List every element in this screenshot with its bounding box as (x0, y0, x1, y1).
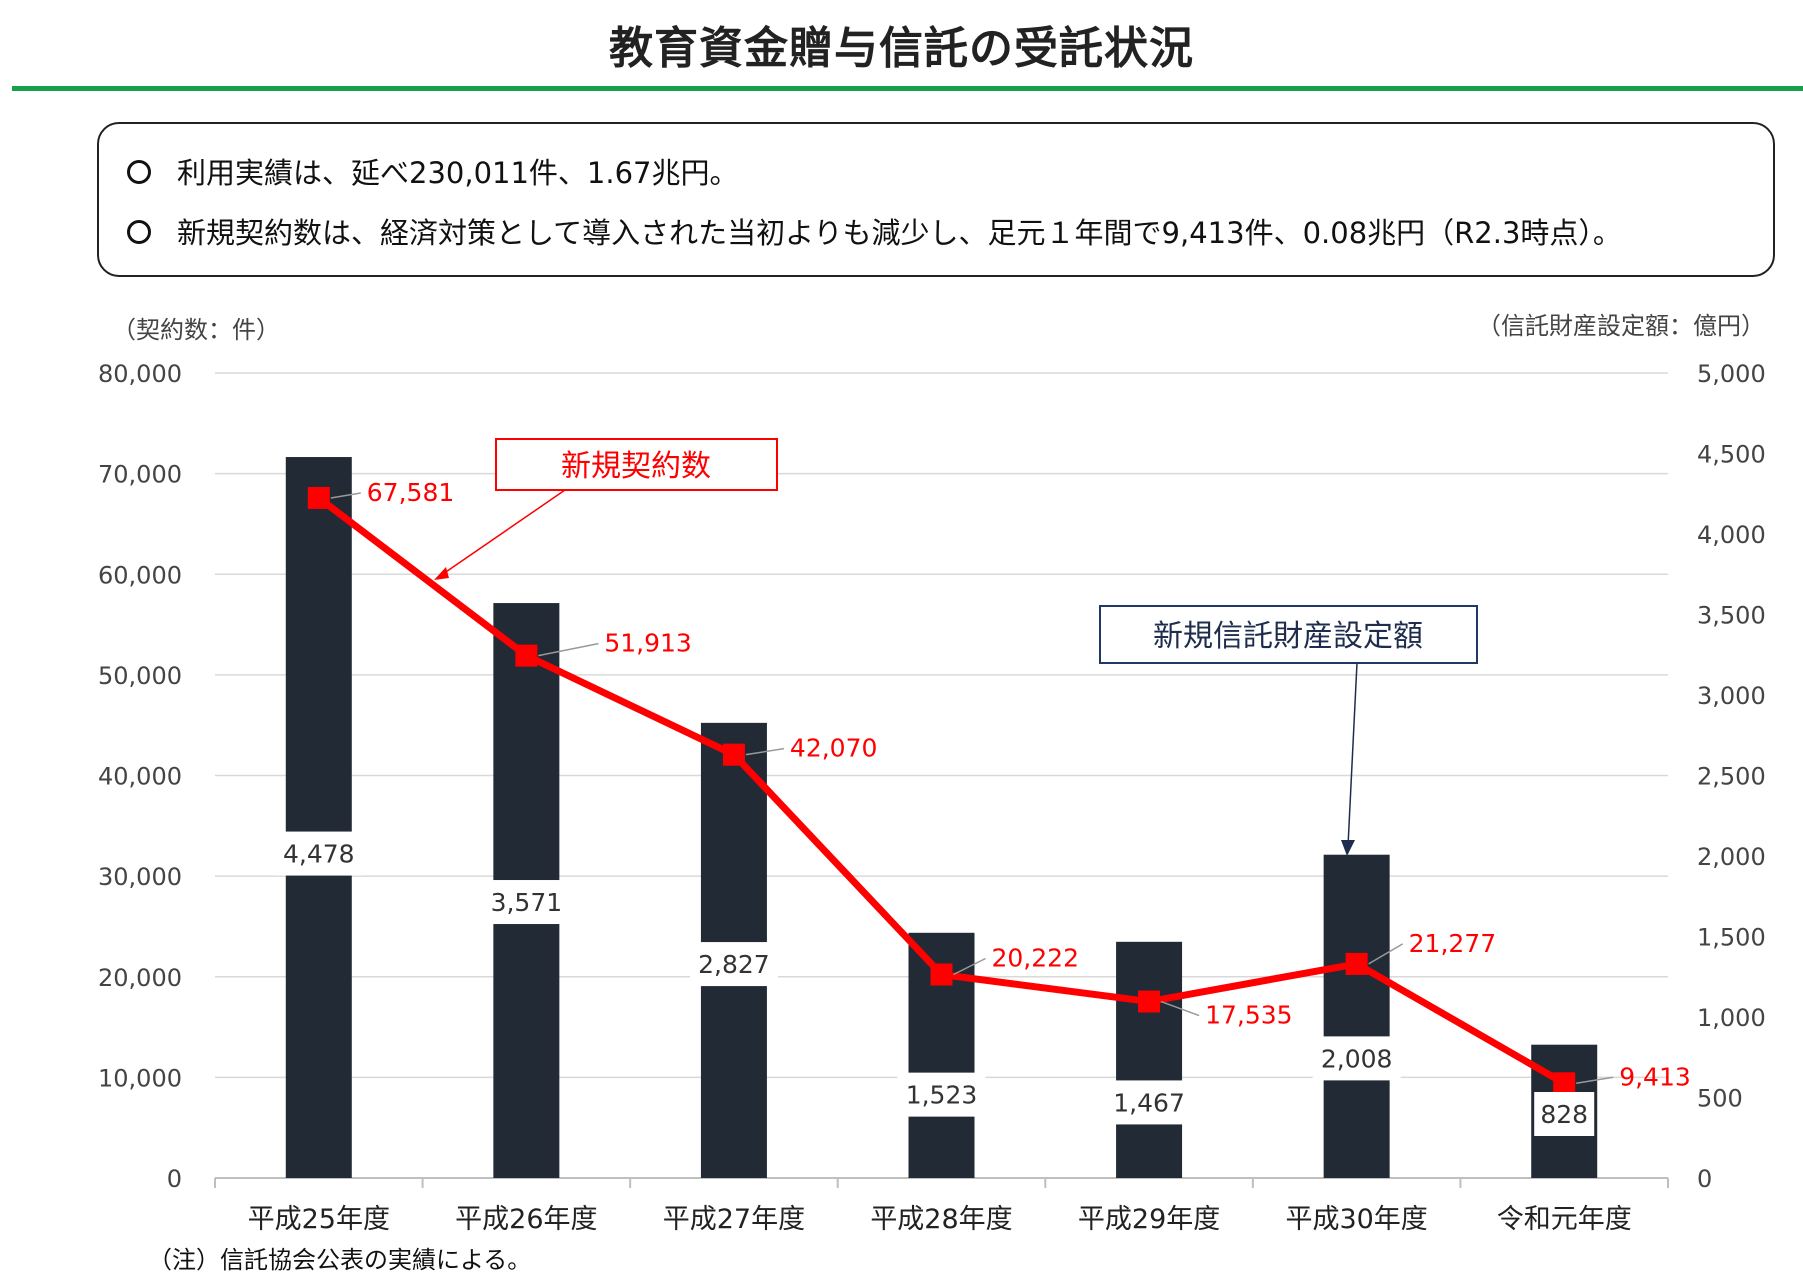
category-label: 平成29年度 (1078, 1204, 1220, 1235)
category-label: 平成27年度 (663, 1204, 805, 1235)
bar-value-label: 2,008 (1321, 1044, 1393, 1073)
bar-label-box (1105, 1080, 1194, 1125)
bar-value-label: 1,523 (906, 1081, 978, 1110)
line-callout-label: 新規契約数 (561, 449, 711, 484)
footnote: （注）信託協会公表の実績による。 (148, 1246, 532, 1274)
right-axis-tick-label: 5,000 (1697, 360, 1766, 388)
line-label-leader (745, 747, 785, 756)
bar (1116, 941, 1183, 1178)
bar-value-label: 2,827 (698, 950, 770, 979)
line-point (722, 743, 745, 766)
bar-label-box (482, 880, 571, 925)
summary-bullet-text: 新規契約数は、経済対策として導入された当初よりも減少し、足元１年間で9,413件… (177, 216, 1622, 250)
data-labels: 4,478 3,571 2,827 1,523 1,467 2,008 828 67,581 5… (274, 478, 1691, 1137)
line-point (515, 644, 538, 667)
line-value-label: 42,070 (790, 734, 877, 763)
arrow-head-icon (434, 567, 449, 580)
left-axis-tick-label: 80,000 (98, 360, 182, 388)
bar-callout-box (1099, 605, 1478, 664)
arrow-head-icon (1341, 840, 1355, 856)
line-point (1138, 990, 1161, 1013)
left-axis-tick-label: 50,000 (98, 662, 182, 690)
bar-value-label: 4,478 (283, 840, 355, 869)
right-axis-tick-label: 3,000 (1697, 682, 1766, 710)
line-label-leader (538, 642, 599, 657)
bar-label-box (1312, 1036, 1401, 1081)
bar (1323, 854, 1390, 1178)
page-title: 教育資金贈与信託の受託状況 (609, 23, 1194, 74)
line-point (930, 963, 953, 986)
bar-callout-label: 新規信託財産設定額 (1153, 619, 1423, 654)
left-axis-tick-label: 40,000 (98, 763, 182, 791)
bar-label-box (897, 1072, 986, 1117)
line-series (307, 486, 1576, 1095)
right-axis-tick-label: 3,500 (1697, 602, 1766, 630)
summary-bullet-text: 利用実績は、延べ230,011件、1.67兆円。 (177, 156, 739, 190)
category-label: 令和元年度 (1497, 1204, 1632, 1235)
bar-value-label: 3,571 (491, 888, 563, 917)
bar-value-label: 828 (1540, 1100, 1588, 1129)
left-axis-tick-label: 0 (167, 1165, 182, 1193)
bar-label-box (274, 831, 363, 876)
line-value-label: 51,913 (604, 629, 691, 658)
summary-bullet-2: 新規契約数は、経済対策として導入された当初よりも減少し、足元１年間で9,413件… (127, 210, 1622, 252)
right-axis-tick-label: 1,000 (1697, 1004, 1766, 1032)
line-value-label: 9,413 (1619, 1062, 1691, 1091)
line-value-label: 20,222 (992, 944, 1079, 973)
line-label-leader (1368, 943, 1404, 965)
category-label: 平成30年度 (1285, 1204, 1427, 1235)
right-axis-title: （信託財産設定額：億円） (1477, 312, 1765, 340)
line-label-leader (953, 957, 986, 976)
right-axis-tick-label: 500 (1697, 1085, 1743, 1113)
line-value-label: 67,581 (367, 478, 454, 507)
bar-value-label: 1,467 (1113, 1088, 1185, 1117)
line-label-leader (1576, 1076, 1614, 1085)
category-label: 平成28年度 (870, 1204, 1012, 1235)
line-value-label: 17,535 (1205, 1001, 1292, 1030)
left-axis-tick-label: 70,000 (98, 461, 182, 489)
left-axis-tick-label: 30,000 (98, 863, 182, 891)
line-callout-arrow (439, 489, 566, 577)
left-axis-tick-label: 20,000 (98, 964, 182, 992)
right-axis-tick-label: 4,500 (1697, 441, 1766, 469)
line-value-label: 21,277 (1409, 929, 1496, 958)
line-point (1553, 1072, 1576, 1095)
circle-bullet-icon (127, 220, 151, 244)
bar-label-box (689, 942, 778, 987)
line-point (307, 486, 330, 509)
bar (285, 457, 352, 1178)
left-axis-tick-label: 60,000 (98, 561, 182, 589)
bar-label-box (1534, 1092, 1595, 1137)
category-label: 平成25年度 (248, 1204, 390, 1235)
title-divider (12, 86, 1803, 91)
right-axis-tick-label: 1,500 (1697, 924, 1766, 952)
axes: 0 10,000 20,000 30,000 40,000 50,000 60,000 70,… (98, 312, 1766, 1235)
right-axis-tick-label: 2,000 (1697, 843, 1766, 871)
right-axis-tick-label: 2,500 (1697, 763, 1766, 791)
left-axis-title: （契約数：件） (112, 316, 280, 344)
line-point (1345, 952, 1368, 975)
right-axis-tick-label: 4,000 (1697, 521, 1766, 549)
bar-callout-arrow (1347, 662, 1358, 847)
circle-bullet-icon (127, 160, 151, 184)
category-label: 平成26年度 (455, 1204, 597, 1235)
left-axis-tick-label: 10,000 (98, 1064, 182, 1092)
line-callout-box (495, 438, 778, 491)
summary-bullet-1: 利用実績は、延べ230,011件、1.67兆円。 (127, 150, 739, 192)
summary-box: 利用実績は、延べ230,011件、1.67兆円。 新規契約数は、経済対策として導… (97, 122, 1775, 277)
line-label-leader (330, 492, 361, 499)
right-axis-tick-label: 0 (1697, 1165, 1712, 1193)
line-label-leader (1160, 1000, 1200, 1017)
